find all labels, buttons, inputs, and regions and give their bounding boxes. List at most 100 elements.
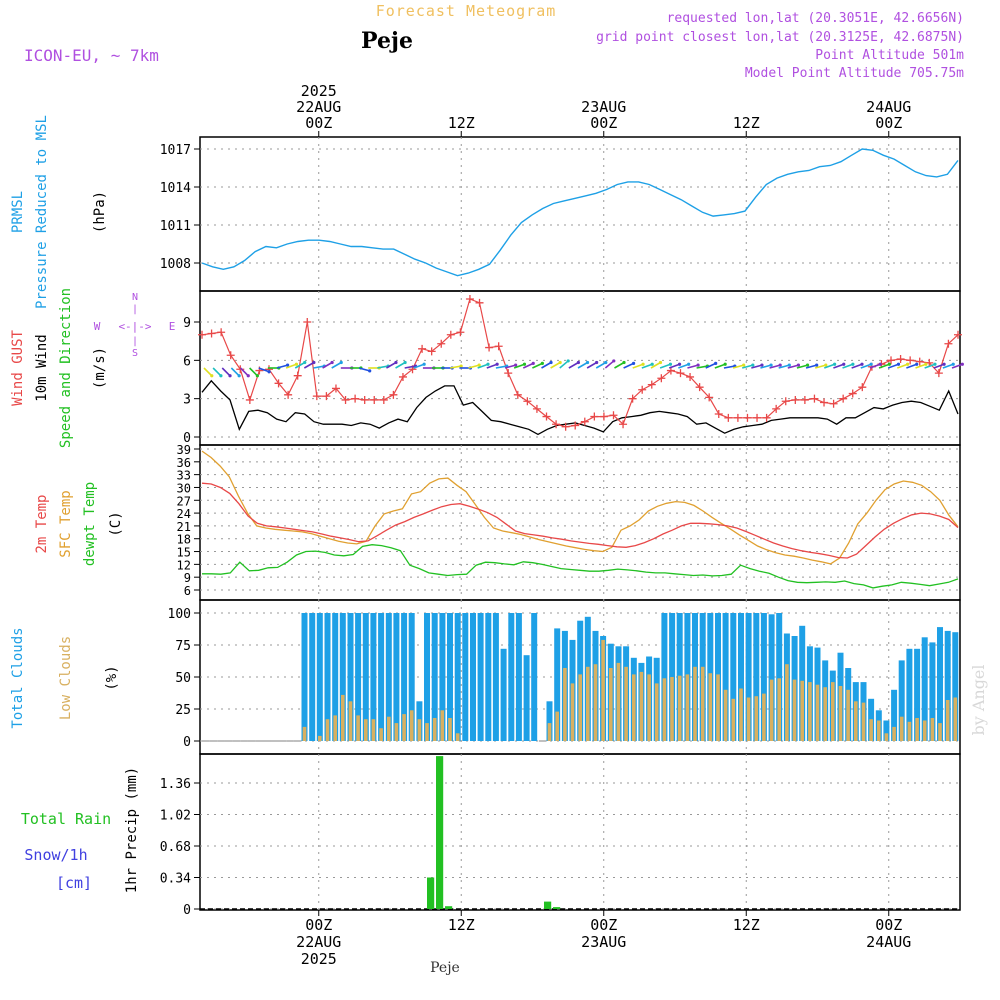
- precip-y-tick-label: 1.02: [160, 809, 191, 824]
- wind-direction-arrowhead: [422, 362, 426, 366]
- wind-direction-arrowhead: [631, 361, 636, 365]
- wind-gust-point: [293, 371, 302, 380]
- wind-gust-point: [331, 384, 340, 393]
- total-clouds-bar: [883, 720, 890, 741]
- wind-gust-point: [609, 411, 618, 420]
- wind-gust-point: [887, 356, 896, 365]
- pressure-y-tick-label: 1008: [160, 257, 191, 272]
- wind-direction-arrowhead: [942, 362, 946, 366]
- wind-direction-arrowhead: [394, 360, 398, 365]
- compass-e: E: [169, 320, 176, 333]
- wind-direction-arrowhead: [540, 361, 544, 365]
- data-marks: [198, 148, 964, 910]
- wind-gust-point: [561, 422, 570, 431]
- wind-direction-arrowhead: [576, 360, 581, 365]
- pressure-y-tick-label: 1014: [160, 181, 191, 196]
- wind-direction-arrow: [513, 363, 525, 369]
- wind-direction-arrowhead: [951, 362, 955, 366]
- low-clouds-bar: [670, 677, 674, 741]
- wind-direction-arrow: [678, 363, 689, 369]
- wind-gust-point: [571, 421, 580, 430]
- low-clouds-bar: [754, 696, 759, 741]
- bottom-time-label: 00Z: [590, 916, 617, 934]
- clouds-side-label: Low Clouds: [58, 636, 74, 720]
- wind-direction-arrowhead: [477, 363, 481, 367]
- wind-direction-arrow: [203, 367, 213, 377]
- clouds-side-label: Total Clouds: [10, 627, 26, 728]
- wind-direction-arrow: [313, 365, 325, 369]
- bottom-time-label: 22AUG: [296, 933, 341, 951]
- wind-direction-arrowhead: [641, 362, 645, 366]
- wind-gust-point: [954, 330, 962, 339]
- wind-direction-arrow: [249, 367, 258, 377]
- wind-gust-point: [829, 399, 838, 408]
- wind-direction-arrow: [550, 361, 561, 369]
- top-time-label: 12Z: [733, 114, 760, 132]
- low-clouds-bar: [647, 674, 651, 741]
- wind-direction-arrow: [331, 361, 342, 369]
- wind-gust-point: [915, 357, 924, 366]
- wind-direction-arrowhead: [368, 369, 372, 373]
- wind-direction-arrow: [322, 361, 333, 369]
- low-clouds-bar: [387, 716, 391, 741]
- clouds-y-tick-label: 25: [175, 703, 191, 718]
- wind-direction-arrow: [741, 364, 754, 369]
- wind-direction-arrowhead: [237, 374, 241, 378]
- wind-direction-arrowhead: [495, 362, 499, 366]
- low-clouds-bar: [693, 666, 697, 741]
- total-clouds-bar: [401, 613, 408, 741]
- low-clouds-bar: [555, 711, 559, 741]
- top-time-label: 00Z: [590, 114, 617, 132]
- low-clouds-bar: [823, 687, 827, 741]
- wind-side-label: Wind GUST: [10, 330, 26, 406]
- wind-direction-arrowhead: [668, 362, 673, 366]
- wind-direction-arrowhead: [851, 362, 855, 366]
- wind-y-tick-label: 9: [183, 316, 191, 331]
- total-clouds-bar: [470, 613, 476, 741]
- model-label: ICON-EU, ~ 7km: [24, 46, 159, 65]
- precip-side-label-snow: Snow/1h: [24, 846, 87, 864]
- wind-direction-arrow: [239, 367, 249, 377]
- wind-side-label: Speed and Direction: [58, 288, 74, 448]
- temp-side-label: (C): [108, 511, 124, 536]
- wind-direction-arrow: [814, 364, 827, 369]
- point-altitude: Point Altitude 501m: [815, 48, 964, 63]
- wind-direction-arrowhead: [403, 360, 407, 365]
- wind-direction-arrow: [851, 363, 863, 369]
- wind-direction-arrowhead: [933, 362, 937, 366]
- wind-direction-arrowhead: [805, 363, 810, 367]
- low-clouds-bar: [915, 718, 919, 741]
- low-clouds-bar: [869, 719, 873, 741]
- low-clouds-bar: [685, 674, 690, 741]
- wind-direction-arrow: [595, 361, 607, 369]
- temp-y-tick-label: 27: [177, 494, 191, 508]
- wind-gust-point: [284, 390, 293, 399]
- wind-gust-point: [676, 369, 685, 378]
- temp-y-tick-label: 15: [177, 546, 191, 560]
- pressure-side-label: PRMSL: [10, 191, 26, 233]
- wind-direction-arrow: [230, 367, 240, 377]
- wind-direction-arrowhead: [219, 374, 223, 378]
- wind-gust-point: [781, 397, 790, 406]
- temp-y-tick-label: 6: [184, 584, 191, 598]
- total-clouds-bar: [745, 613, 752, 741]
- temp-side-label: dewpt Temp: [82, 482, 98, 566]
- top-time-label: 00Z: [875, 114, 902, 132]
- wind-y-tick-label: 0: [183, 431, 191, 446]
- wind-gust-point: [322, 392, 331, 401]
- total-clouds-bar: [332, 613, 339, 741]
- total-clouds-bar: [523, 655, 530, 741]
- wind-direction-arrowhead: [312, 360, 316, 365]
- total-clouds-bar: [454, 613, 461, 741]
- low-clouds-bar: [854, 701, 858, 741]
- bottom-time-label: 12Z: [448, 916, 475, 934]
- total-clouds-bar: [952, 632, 959, 741]
- wind-direction-arrow: [769, 364, 781, 369]
- total-clouds-bar: [316, 613, 323, 741]
- wind-direction-arrow: [951, 363, 963, 369]
- wind-direction-arrowhead: [566, 359, 570, 363]
- total-clouds-bar: [385, 613, 392, 741]
- wind-gust-point: [695, 383, 704, 392]
- wind-direction-arrow: [860, 363, 872, 369]
- total-clouds-bar: [324, 613, 331, 741]
